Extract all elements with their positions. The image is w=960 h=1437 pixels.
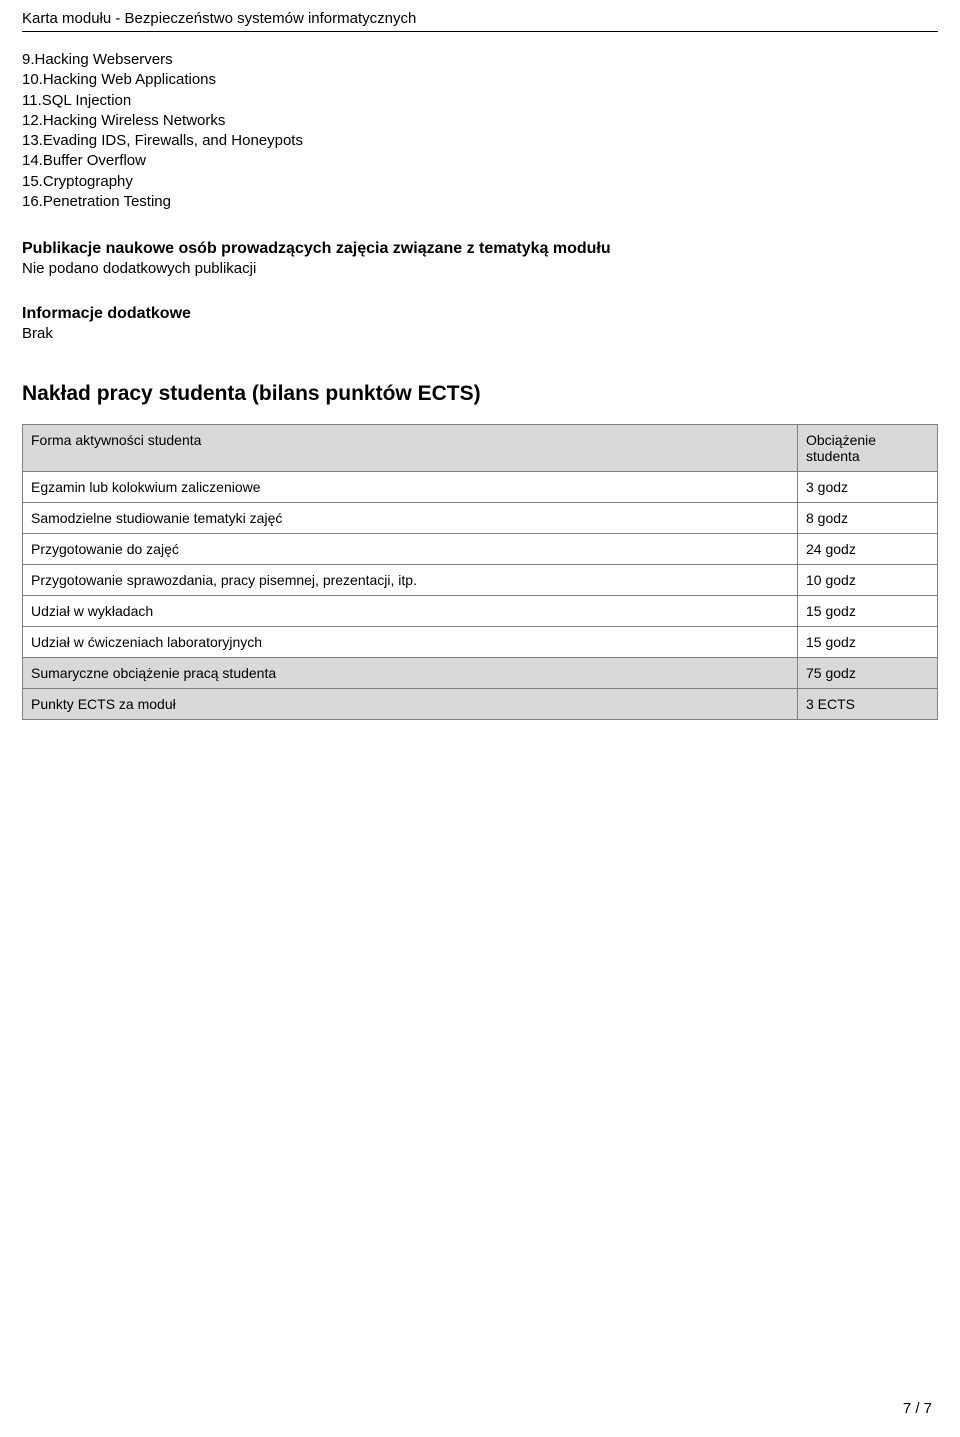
topic-item: 10.Hacking Web Applications — [22, 70, 938, 90]
page-number: 7 / 7 — [903, 1400, 932, 1417]
table-row: Udział w ćwiczeniach laboratoryjnych 15 … — [23, 627, 938, 658]
cell-activity: Egzamin lub kolokwium zaliczeniowe — [23, 472, 798, 503]
cell-load: 15 godz — [798, 627, 938, 658]
topic-item: 13.Evading IDS, Firewalls, and Honeypots — [22, 131, 938, 151]
cell-load: 15 godz — [798, 596, 938, 627]
topic-item: 12.Hacking Wireless Networks — [22, 111, 938, 131]
cell-activity: Sumaryczne obciążenie pracą studenta — [23, 658, 798, 689]
additional-heading: Informacje dodatkowe — [22, 305, 938, 323]
topics-list: 9.Hacking Webservers 10.Hacking Web Appl… — [22, 50, 938, 212]
additional-text: Brak — [22, 325, 938, 342]
cell-load: 3 godz — [798, 472, 938, 503]
topic-item: 11.SQL Injection — [22, 91, 938, 111]
topic-item: 9.Hacking Webservers — [22, 50, 938, 70]
table-row: Udział w wykładach 15 godz — [23, 596, 938, 627]
cell-activity: Punkty ECTS za moduł — [23, 689, 798, 720]
topic-item: 16.Penetration Testing — [22, 192, 938, 212]
col-load-header: Obciążenie studenta — [798, 425, 938, 472]
cell-activity: Przygotowanie do zajęć — [23, 534, 798, 565]
cell-load: 3 ECTS — [798, 689, 938, 720]
table-summary-row: Punkty ECTS za moduł 3 ECTS — [23, 689, 938, 720]
cell-activity: Udział w ćwiczeniach laboratoryjnych — [23, 627, 798, 658]
publications-heading: Publikacje naukowe osób prowadzących zaj… — [22, 240, 938, 258]
table-summary-row: Sumaryczne obciążenie pracą studenta 75 … — [23, 658, 938, 689]
table-row: Przygotowanie sprawozdania, pracy pisemn… — [23, 565, 938, 596]
workload-table: Forma aktywności studenta Obciążenie stu… — [22, 424, 938, 720]
table-row: Samodzielne studiowanie tematyki zajęć 8… — [23, 503, 938, 534]
page-header-title: Karta modułu - Bezpieczeństwo systemów i… — [22, 10, 938, 32]
cell-activity: Samodzielne studiowanie tematyki zajęć — [23, 503, 798, 534]
cell-load: 8 godz — [798, 503, 938, 534]
topic-item: 15.Cryptography — [22, 172, 938, 192]
table-row: Egzamin lub kolokwium zaliczeniowe 3 god… — [23, 472, 938, 503]
cell-load: 10 godz — [798, 565, 938, 596]
col-activity-header: Forma aktywności studenta — [23, 425, 798, 472]
cell-activity: Udział w wykładach — [23, 596, 798, 627]
table-header-row: Forma aktywności studenta Obciążenie stu… — [23, 425, 938, 472]
cell-load: 75 godz — [798, 658, 938, 689]
cell-load: 24 godz — [798, 534, 938, 565]
table-row: Przygotowanie do zajęć 24 godz — [23, 534, 938, 565]
topic-item: 14.Buffer Overflow — [22, 151, 938, 171]
publications-text: Nie podano dodatkowych publikacji — [22, 260, 938, 277]
workload-heading: Nakład pracy studenta (bilans punktów EC… — [22, 382, 938, 406]
cell-activity: Przygotowanie sprawozdania, pracy pisemn… — [23, 565, 798, 596]
